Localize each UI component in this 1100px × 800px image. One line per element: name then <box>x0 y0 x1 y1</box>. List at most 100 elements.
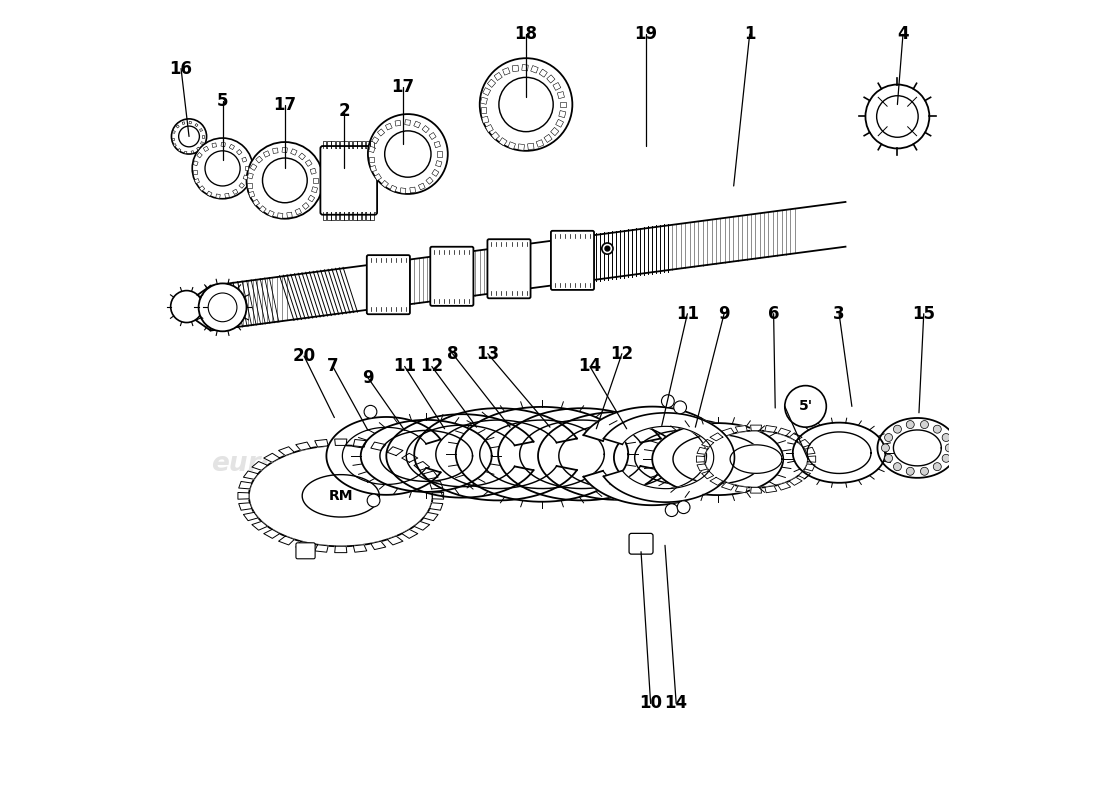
Polygon shape <box>334 439 346 446</box>
Text: 12: 12 <box>420 358 443 375</box>
Polygon shape <box>805 447 815 454</box>
Bar <box>499 138 507 146</box>
Bar <box>513 65 519 72</box>
Polygon shape <box>315 439 328 447</box>
Bar <box>255 156 263 163</box>
Text: RM: RM <box>329 489 353 503</box>
Polygon shape <box>424 471 438 479</box>
Bar <box>370 166 376 172</box>
Polygon shape <box>243 471 258 479</box>
Bar <box>183 122 185 125</box>
Bar <box>242 157 246 162</box>
FancyBboxPatch shape <box>430 246 473 306</box>
Circle shape <box>942 454 950 462</box>
Bar <box>536 140 543 147</box>
Polygon shape <box>315 545 328 552</box>
Polygon shape <box>424 512 438 521</box>
Bar <box>385 123 393 130</box>
Polygon shape <box>353 545 366 552</box>
Bar <box>382 181 388 188</box>
Bar <box>197 147 200 150</box>
Bar <box>224 194 229 198</box>
Polygon shape <box>278 446 295 455</box>
Text: 9: 9 <box>718 305 730 322</box>
Circle shape <box>178 126 199 147</box>
Circle shape <box>881 444 890 452</box>
Polygon shape <box>764 426 777 432</box>
Bar <box>528 143 534 150</box>
Circle shape <box>784 386 826 427</box>
Bar <box>277 213 283 218</box>
Polygon shape <box>697 447 707 454</box>
Bar <box>372 137 378 144</box>
Bar <box>248 183 252 188</box>
Polygon shape <box>371 442 386 450</box>
Polygon shape <box>696 456 704 462</box>
Bar <box>558 91 564 98</box>
Bar <box>308 195 315 202</box>
FancyBboxPatch shape <box>366 255 410 314</box>
Bar <box>253 199 260 206</box>
Bar <box>494 72 503 81</box>
Polygon shape <box>414 462 430 470</box>
FancyBboxPatch shape <box>551 231 594 290</box>
Bar <box>547 75 556 83</box>
Polygon shape <box>361 420 492 492</box>
Polygon shape <box>778 428 791 436</box>
Bar <box>202 135 205 138</box>
Polygon shape <box>750 487 761 493</box>
Polygon shape <box>710 433 723 441</box>
Polygon shape <box>432 493 443 499</box>
Circle shape <box>208 293 236 322</box>
Bar <box>194 161 198 166</box>
Text: 17: 17 <box>273 95 296 114</box>
Polygon shape <box>239 502 252 510</box>
Circle shape <box>172 119 207 154</box>
Bar <box>368 157 374 162</box>
Text: 5': 5' <box>799 399 813 414</box>
Polygon shape <box>302 474 379 517</box>
Bar <box>559 110 565 118</box>
Polygon shape <box>238 493 249 499</box>
Text: 3: 3 <box>834 305 845 322</box>
Text: 5: 5 <box>217 91 229 110</box>
Bar <box>311 186 318 193</box>
Text: 11: 11 <box>393 358 416 375</box>
Bar <box>248 173 253 179</box>
Bar <box>374 174 382 181</box>
Bar <box>273 148 278 154</box>
Circle shape <box>263 158 307 202</box>
Polygon shape <box>296 442 310 450</box>
Polygon shape <box>583 406 728 506</box>
Text: 14: 14 <box>664 694 688 713</box>
Circle shape <box>499 78 553 132</box>
Bar <box>518 144 525 150</box>
Bar <box>174 144 176 146</box>
Bar <box>249 191 255 198</box>
Bar <box>521 65 528 71</box>
Circle shape <box>678 501 690 514</box>
Bar <box>195 178 199 183</box>
Bar <box>483 88 491 95</box>
Bar <box>298 153 306 160</box>
Bar <box>426 177 433 184</box>
Circle shape <box>385 131 431 177</box>
Bar <box>199 129 202 131</box>
FancyBboxPatch shape <box>487 239 530 298</box>
Bar <box>195 123 198 126</box>
Circle shape <box>364 406 377 418</box>
Polygon shape <box>764 486 777 493</box>
Text: 7: 7 <box>327 358 339 375</box>
Bar <box>544 134 552 142</box>
Polygon shape <box>807 432 871 474</box>
Bar <box>481 107 486 114</box>
Bar <box>437 151 442 157</box>
Bar <box>295 208 301 215</box>
Polygon shape <box>702 439 714 447</box>
Circle shape <box>906 467 914 475</box>
Bar <box>244 166 249 170</box>
Bar <box>216 194 220 198</box>
Bar <box>263 150 270 158</box>
Text: 19: 19 <box>635 26 658 43</box>
Circle shape <box>602 243 613 254</box>
